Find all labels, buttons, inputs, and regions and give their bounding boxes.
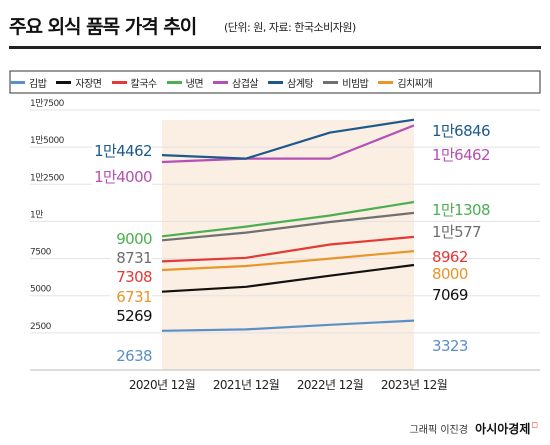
legend-label: 김치찌개 bbox=[397, 78, 433, 90]
end-value-label: 7069 bbox=[432, 286, 468, 304]
legend: 김밥 자장면 칼국수 냉면 삼겹살 삼계탕 비빔밥 김치찌개 bbox=[10, 73, 542, 91]
series-line bbox=[161, 124, 415, 164]
legend-swatch bbox=[213, 80, 229, 84]
chart-subtitle: (단위: 원, 자료: 한국소비자원) bbox=[224, 21, 356, 34]
y-tick-label: 2500 bbox=[30, 322, 52, 332]
start-value-label: 1만4000 bbox=[94, 168, 152, 186]
legend-swatch bbox=[10, 80, 25, 84]
end-value-label: 8962 bbox=[432, 248, 468, 266]
legend-swatch bbox=[56, 80, 72, 84]
legend-label: 자장면 bbox=[75, 78, 102, 90]
series-line bbox=[161, 235, 415, 263]
legend-item: 칼국수 bbox=[111, 75, 158, 90]
y-tick-label: 5000 bbox=[30, 285, 52, 295]
end-value-label: 1만6846 bbox=[432, 122, 490, 140]
legend-label: 김밥 bbox=[29, 78, 47, 90]
y-tick-label: 1만2500 bbox=[30, 172, 65, 183]
start-label-bg bbox=[110, 347, 152, 365]
end-value-label: 1만577 bbox=[432, 223, 481, 241]
y-tick-label: 1만 bbox=[30, 209, 43, 220]
y-tick-label: 1만5000 bbox=[30, 135, 65, 146]
legend-swatch bbox=[268, 80, 284, 84]
start-label-bg bbox=[110, 288, 152, 306]
legend-item: 김밥 bbox=[10, 75, 47, 90]
legend-item: 김치찌개 bbox=[378, 75, 433, 90]
start-value-label: 2638 bbox=[116, 347, 152, 365]
series-lines bbox=[161, 118, 415, 332]
series-line bbox=[161, 319, 415, 332]
legend-label: 칼국수 bbox=[130, 78, 158, 90]
start-label-bg bbox=[110, 268, 152, 286]
legend-item: 자장면 bbox=[56, 75, 102, 90]
legend-item: 삼겹살 bbox=[213, 75, 259, 90]
start-value-label: 9000 bbox=[116, 230, 152, 248]
x-tick-label: 2021년 12월 bbox=[213, 378, 279, 392]
legend-swatch bbox=[323, 80, 339, 84]
period-shade bbox=[162, 120, 414, 370]
start-value-label: 8731 bbox=[116, 249, 152, 267]
legend-swatch bbox=[111, 80, 127, 84]
y-tick-label: 1만7500 bbox=[30, 98, 65, 109]
legend-swatch bbox=[378, 80, 394, 84]
start-value-label: 7308 bbox=[116, 268, 152, 286]
start-value-label: 1만4462 bbox=[94, 142, 152, 160]
end-value-label: 1만6462 bbox=[432, 146, 490, 164]
credit-brand: 아시아경제 bbox=[475, 422, 531, 436]
y-tick-labels: 2500 5000 7500 1만 1만2500 1만5000 1만7500 bbox=[30, 98, 65, 332]
legend-label: 냉면 bbox=[185, 78, 204, 90]
data-labels: 2638 3323 5269 7069 7308 8962 9000 1만1308 1만4000… bbox=[91, 122, 491, 365]
legend-label: 비빔밥 bbox=[342, 78, 369, 90]
series-line bbox=[161, 200, 415, 238]
start-label-bg bbox=[110, 230, 152, 248]
series-line bbox=[161, 263, 415, 293]
legend-item: 삼계탕 bbox=[268, 75, 314, 90]
legend-label: 삼계탕 bbox=[287, 78, 314, 90]
x-tick-label: 2020년 12월 bbox=[129, 378, 195, 392]
x-tick-label: 2022년 12월 bbox=[297, 378, 363, 392]
series-line bbox=[161, 211, 415, 242]
legend-item: 비빔밥 bbox=[323, 75, 369, 90]
chart-title: 주요 외식 품목 가격 추이 bbox=[9, 16, 197, 38]
end-value-label: 1만1308 bbox=[432, 201, 490, 219]
legend-swatch bbox=[166, 80, 182, 84]
legend-label: 삼겹살 bbox=[232, 78, 259, 90]
brand-mark-icon: ◻ bbox=[531, 420, 538, 429]
start-label-bg bbox=[110, 307, 152, 325]
start-label-bg bbox=[91, 142, 152, 160]
x-tick-label: 2023년 12월 bbox=[381, 378, 447, 392]
start-label-bg bbox=[110, 249, 152, 267]
credit-text: 그래픽 이진경 bbox=[409, 425, 468, 436]
y-tick-label: 7500 bbox=[30, 248, 52, 258]
title-underline bbox=[9, 46, 541, 49]
series-line bbox=[161, 250, 415, 272]
end-value-label: 3323 bbox=[432, 337, 468, 355]
end-value-label: 8000 bbox=[432, 265, 468, 283]
period-shade-band bbox=[162, 120, 414, 370]
legend-item: 냉면 bbox=[166, 75, 204, 90]
credit: 그래픽 이진경 아시아경제◻ bbox=[410, 420, 538, 437]
start-value-label: 5269 bbox=[116, 307, 152, 325]
x-tick-labels: 2020년 12월 2021년 12월 2022년 12월 2023년 12월 bbox=[129, 378, 448, 392]
start-value-label: 6731 bbox=[116, 288, 152, 306]
series-line bbox=[161, 118, 415, 160]
start-label-bg bbox=[91, 168, 152, 186]
